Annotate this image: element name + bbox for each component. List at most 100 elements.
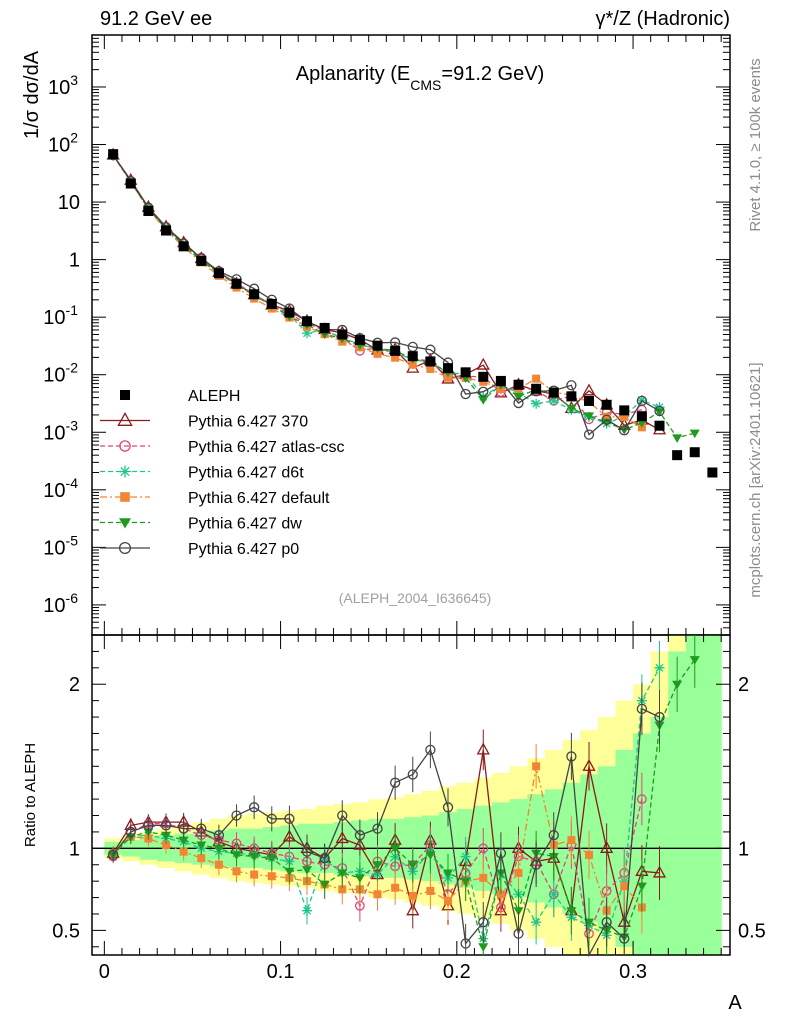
- main-ytick-label: 10-4: [43, 475, 78, 502]
- main-line-dw: [112, 154, 695, 439]
- main-point-p0: [566, 380, 577, 391]
- main-point-p0: [619, 425, 630, 436]
- main-ytick-label: 10: [58, 192, 80, 214]
- aleph-point: [407, 351, 418, 362]
- main-point-p0: [636, 395, 648, 406]
- ratio-point-default: [532, 762, 541, 771]
- main-point-dw: [513, 393, 524, 402]
- ratio-point-dw: [231, 851, 242, 860]
- ratio-point-p0: [654, 711, 665, 723]
- main-ytick-label: 10-1: [43, 302, 78, 329]
- ratio-point-dw: [319, 880, 330, 890]
- main-ytick-label: 1: [69, 250, 80, 272]
- main-line-default: [112, 154, 643, 428]
- main-point-dw: [654, 408, 665, 417]
- ratio-point-370: [476, 742, 490, 755]
- main-ytick-label: 103: [48, 72, 78, 99]
- ytick-exp: -1: [66, 302, 79, 318]
- ratio-ytick-label: 0.5: [52, 920, 80, 942]
- ratio-point-default: [391, 883, 400, 892]
- ratio-point-dw: [372, 861, 383, 870]
- aleph-point: [707, 467, 718, 478]
- legend-marker-p0: [118, 541, 132, 555]
- legend-label-p0: Pythia 6.427 p0: [188, 541, 299, 558]
- ratio-point-dw: [460, 877, 471, 887]
- ratio-series-p0: [107, 682, 665, 958]
- aleph-point: [231, 278, 242, 289]
- ratio-point-p0: [125, 826, 136, 838]
- ratio-point-default: [338, 885, 347, 894]
- main-point-default: [444, 373, 453, 382]
- aleph-point: [654, 420, 665, 431]
- main-point-d6t: [548, 395, 559, 406]
- ratio-point-370: [652, 865, 667, 878]
- ratio-point-dw: [513, 907, 524, 916]
- aleph-point: [337, 329, 348, 340]
- aleph-point: [284, 307, 295, 318]
- ratio-point-370: [600, 840, 614, 853]
- main-ylabel: 1/σ dσ/dA: [21, 50, 43, 139]
- ratio-point-p0: [248, 802, 260, 813]
- ratio-point-dw: [354, 874, 365, 883]
- ratio-ytick-label-right: 2: [738, 674, 749, 696]
- ratio-point-dw: [213, 844, 224, 854]
- ratio-point-p0: [530, 859, 542, 870]
- main-ytick-label: 10-3: [43, 417, 78, 444]
- aleph-point: [372, 340, 383, 351]
- aleph-point: [196, 255, 207, 266]
- main-point-p0: [601, 414, 612, 425]
- aleph-point: [354, 335, 365, 346]
- ratio-point-dw: [390, 844, 401, 854]
- ratio-point-p0: [372, 823, 383, 834]
- ytick-base: 10: [48, 135, 70, 157]
- main-point-dw: [478, 396, 489, 405]
- aleph-point: [302, 316, 313, 327]
- ratio-point-default: [479, 873, 488, 882]
- main-ytick-label: 10-6: [43, 590, 78, 617]
- ratio-point-dw: [425, 851, 436, 860]
- ratio-point-default: [408, 891, 417, 900]
- ratio-point-atlas: [636, 794, 647, 805]
- ratio-point-p0: [337, 810, 348, 821]
- ratio-point-370: [335, 831, 349, 844]
- ratio-point-d6t: [460, 851, 471, 862]
- ratio-point-p0: [619, 933, 630, 944]
- ratio-point-default: [267, 872, 276, 881]
- main-point-p0: [654, 405, 665, 417]
- ratio-point-dw: [196, 841, 207, 851]
- ratio-point-p0: [548, 830, 559, 841]
- legend-label-dw: Pythia 6.427 dw: [188, 516, 302, 533]
- legend-marker-default: [120, 492, 130, 502]
- main-point-p0: [460, 388, 471, 400]
- xtick-label: 0.3: [619, 961, 647, 983]
- ytick-base: 10: [43, 422, 65, 444]
- ytick-exp: 2: [70, 130, 78, 146]
- aleph-point: [213, 268, 224, 279]
- ratio-point-default: [514, 868, 523, 877]
- ratio-point-default: [585, 850, 594, 859]
- ratio-point-default: [179, 847, 188, 856]
- ytick-base: 10: [43, 537, 65, 559]
- legend-label-default: Pythia 6.427 default: [188, 490, 330, 507]
- ratio-point-dw: [672, 680, 683, 690]
- ytick-base: 10: [48, 77, 70, 99]
- main-point-dw: [584, 412, 595, 421]
- ratio-point-p0: [143, 820, 154, 831]
- ratio-point-default: [162, 841, 171, 850]
- ratio-point-default: [373, 890, 382, 899]
- main-point-d6t: [302, 328, 313, 339]
- aleph-point: [566, 391, 577, 402]
- ratio-point-dw: [337, 869, 348, 878]
- legend-label-atlas: Pythia 6.427 atlas-csc: [188, 439, 345, 456]
- ratio-point-p0: [178, 823, 189, 834]
- main-point-dw: [566, 404, 577, 414]
- ratio-point-default: [250, 870, 259, 879]
- main-point-default: [373, 349, 382, 358]
- main-point-d6t: [531, 398, 542, 409]
- ratio-point-p0: [231, 810, 242, 821]
- ratio-point-p0: [160, 820, 172, 831]
- main-point-dw: [689, 429, 700, 439]
- ratio-ylabel: Ratio to ALEPH: [22, 743, 39, 847]
- aleph-point: [178, 241, 189, 252]
